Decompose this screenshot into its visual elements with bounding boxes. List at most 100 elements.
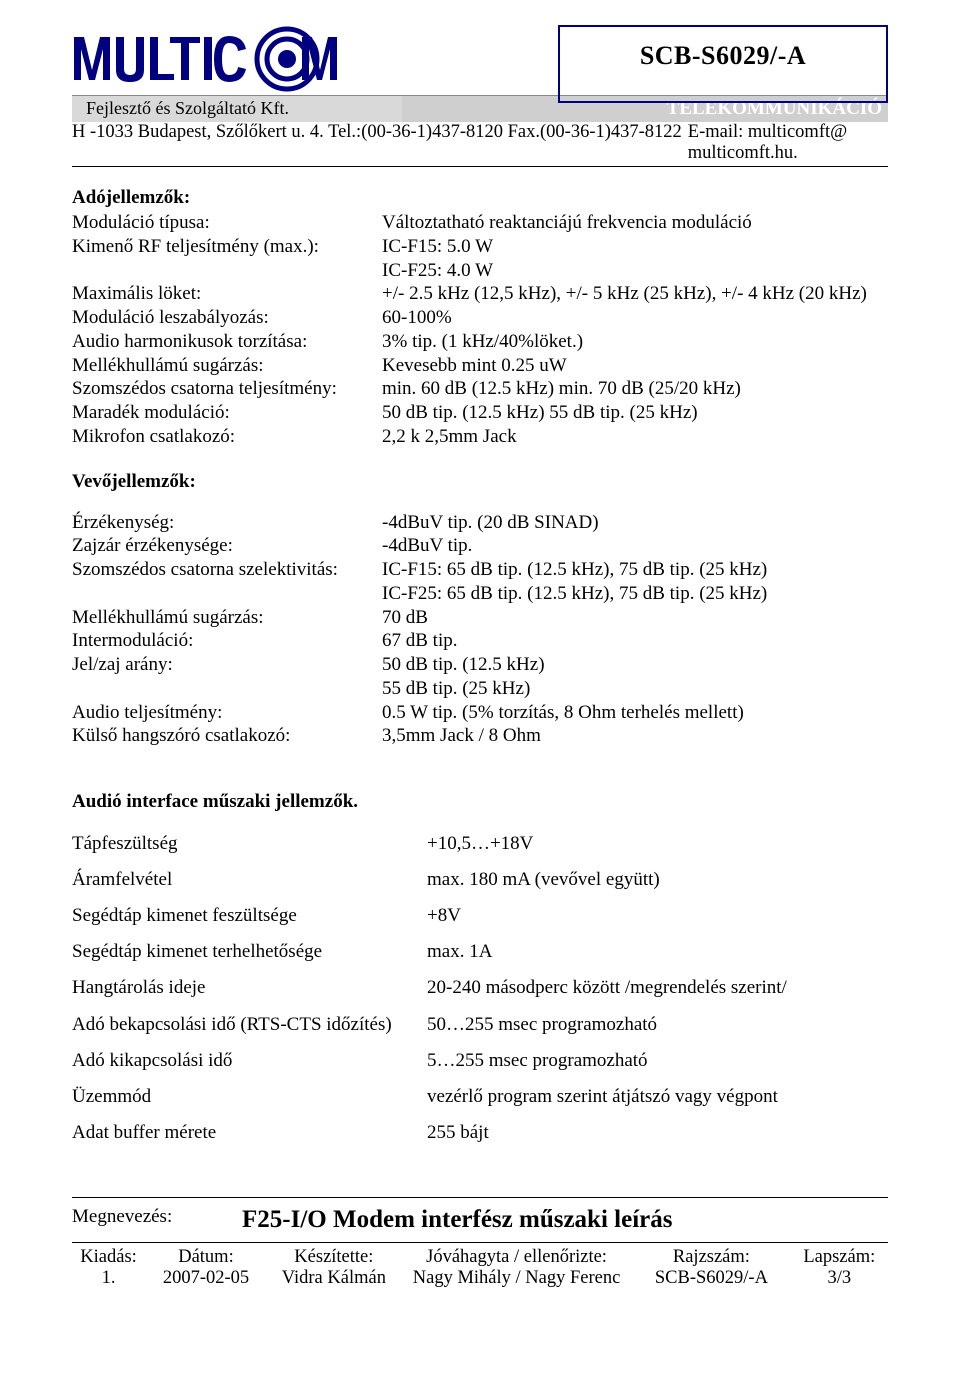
spec-value: +8V	[427, 898, 888, 934]
spec-label: Külső hangszóró csatlakozó:	[72, 724, 382, 748]
spec-label	[72, 259, 382, 283]
spec-label: Hangtárolás ideje	[72, 970, 427, 1006]
spec-label: Intermoduláció:	[72, 629, 382, 653]
spec-label: Segédtáp kimenet terhelhetősége	[72, 934, 427, 970]
spec-row: IC-F25: 4.0 W	[72, 259, 888, 283]
spec-label: Audio harmonikusok torzítása:	[72, 330, 382, 354]
spec-label: Adó bekapcsolási idő (RTS-CTS időzítés)	[72, 1007, 427, 1043]
spec-row: Jel/zaj arány:50 dB tip. (12.5 kHz)	[72, 653, 888, 677]
logo-block	[72, 25, 402, 95]
spec-label: Áramfelvétel	[72, 862, 427, 898]
spec-label	[72, 582, 382, 606]
spec-row: Mellékhullámú sugárzás:Kevesebb mint 0.2…	[72, 354, 888, 378]
spec-value: 67 dB tip.	[382, 629, 888, 653]
spec-value: -4dBuV tip. (20 dB SINAD)	[382, 511, 888, 535]
spec-value: 5…255 msec programozható	[427, 1043, 888, 1079]
spec-row: Maximális löket:+/- 2.5 kHz (12,5 kHz), …	[72, 282, 888, 306]
spec-value: IC-F25: 4.0 W	[382, 259, 888, 283]
spec-value: 0.5 W tip. (5% torzítás, 8 Ohm terhelés …	[382, 701, 888, 725]
footer-col: Készítette:Vidra Kálmán	[267, 1247, 401, 1289]
spec-row: Audio harmonikusok torzítása:3% tip. (1 …	[72, 330, 888, 354]
spec-value: 50 dB tip. (12.5 kHz) 55 dB tip. (25 kHz…	[382, 401, 888, 425]
spec-row: Érzékenység:-4dBuV tip. (20 dB SINAD)	[72, 511, 888, 535]
spec-row: Áramfelvételmax. 180 mA (vevővel együtt)	[72, 862, 888, 898]
footer-col-header: Jóváhagyta / ellenőrizte:	[401, 1247, 632, 1268]
tx-section-title: Adójellemzők:	[72, 187, 888, 209]
spec-row: Kimenő RF teljesítmény (max.):IC-F15: 5.…	[72, 235, 888, 259]
spec-label: Üzemmód	[72, 1079, 427, 1115]
spec-value: 3% tip. (1 kHz/40%löket.)	[382, 330, 888, 354]
footer-col-header: Kiadás:	[72, 1247, 145, 1268]
header-rule	[72, 166, 888, 167]
footer-title-row: Megnevezés: F25-I/O Modem interfész műsz…	[72, 1198, 888, 1242]
footer-col-header: Készítette:	[267, 1247, 401, 1268]
spec-value: IC-F15: 5.0 W	[382, 235, 888, 259]
spec-label: Érzékenység:	[72, 511, 382, 535]
footer-block: Megnevezés: F25-I/O Modem interfész műsz…	[72, 1197, 888, 1289]
spec-value: max. 1A	[427, 934, 888, 970]
spec-value: 20-240 másodperc között /megrendelés sze…	[427, 970, 888, 1006]
spec-row: Intermoduláció:67 dB tip.	[72, 629, 888, 653]
footer-col: Rajzszám:SCB-S6029/-A	[632, 1247, 790, 1289]
spec-label: Audio teljesítmény:	[72, 701, 382, 725]
spec-row: Üzemmódvezérlő program szerint átjátszó …	[72, 1079, 888, 1115]
spec-row: Adó kikapcsolási idő5…255 msec programoz…	[72, 1043, 888, 1079]
spec-label: Mellékhullámú sugárzás:	[72, 354, 382, 378]
rx-spec-grid: Érzékenység:-4dBuV tip. (20 dB SINAD)Zaj…	[72, 511, 888, 749]
spec-row: Szomszédos csatorna teljesítmény:min. 60…	[72, 377, 888, 401]
spec-row: Moduláció leszabályozás:60-100%	[72, 306, 888, 330]
tx-spec-grid: Moduláció típusa:Változtatható reaktanci…	[72, 211, 888, 449]
footer-col: Lapszám:3/3	[791, 1247, 888, 1289]
spec-value: +/- 2.5 kHz (12,5 kHz), +/- 5 kHz (25 kH…	[382, 282, 888, 306]
audio-spec-grid: Tápfeszültség+10,5…+18VÁramfelvételmax. …	[72, 826, 888, 1151]
spec-row: Tápfeszültség+10,5…+18V	[72, 826, 888, 862]
document-header: SCB-S6029/-A	[72, 25, 888, 167]
footer-col-header: Lapszám:	[791, 1247, 888, 1268]
spec-label: Zajzár érzékenysége:	[72, 534, 382, 558]
spec-row: Szomszédos csatorna szelektivitás:IC-F15…	[72, 558, 888, 582]
rx-section-title: Vevőjellemzők:	[72, 471, 888, 493]
footer-col-value: Vidra Kálmán	[267, 1268, 401, 1289]
audio-spec-section: Audió interface műszaki jellemzők. Tápfe…	[72, 784, 888, 1151]
spec-value: 70 dB	[382, 606, 888, 630]
footer-col-value: 3/3	[791, 1268, 888, 1289]
spec-row: Mikrofon csatlakozó:2,2 k 2,5mm Jack	[72, 425, 888, 449]
spec-value: +10,5…+18V	[427, 826, 888, 862]
model-number: SCB-S6029/-A	[558, 25, 888, 103]
spec-label: Jel/zaj arány:	[72, 653, 382, 677]
footer-col: Dátum:2007-02-05	[145, 1247, 267, 1289]
spec-value: 3,5mm Jack / 8 Ohm	[382, 724, 888, 748]
spec-label: Mikrofon csatlakozó:	[72, 425, 382, 449]
footer-columns: Kiadás:1.Dátum:2007-02-05Készítette:Vidr…	[72, 1243, 888, 1289]
audio-section-title: Audió interface műszaki jellemzők.	[72, 784, 888, 820]
spec-label: Szomszédos csatorna teljesítmény:	[72, 377, 382, 401]
spec-row: Hangtárolás ideje20-240 másodperc között…	[72, 970, 888, 1006]
spec-label: Adó kikapcsolási idő	[72, 1043, 427, 1079]
spec-value: 2,2 k 2,5mm Jack	[382, 425, 888, 449]
spec-value: 55 dB tip. (25 kHz)	[382, 677, 888, 701]
spec-row: Külső hangszóró csatlakozó:3,5mm Jack / …	[72, 724, 888, 748]
spec-label: Maradék moduláció:	[72, 401, 382, 425]
footer-col-value: 2007-02-05	[145, 1268, 267, 1289]
spec-row: IC-F25: 65 dB tip. (12.5 kHz), 75 dB tip…	[72, 582, 888, 606]
spec-value: Változtatható reaktanciájú frekvencia mo…	[382, 211, 888, 235]
spec-row: Audio teljesítmény:0.5 W tip. (5% torzít…	[72, 701, 888, 725]
spec-value: max. 180 mA (vevővel együtt)	[427, 862, 888, 898]
footer-col-value: Nagy Mihály / Nagy Ferenc	[401, 1268, 632, 1289]
footer-col-header: Dátum:	[145, 1247, 267, 1268]
spec-row: Adó bekapcsolási idő (RTS-CTS időzítés)5…	[72, 1007, 888, 1043]
footer-doc-title: F25-I/O Modem interfész műszaki leírás	[212, 1206, 888, 1234]
footer-col-header: Rajzszám:	[632, 1247, 790, 1268]
company-subtitle: Fejlesztő és Szolgáltató Kft.	[72, 95, 402, 122]
spec-value: 60-100%	[382, 306, 888, 330]
spec-row: Adat buffer mérete255 bájt	[72, 1115, 888, 1151]
spec-row: Zajzár érzékenysége:-4dBuV tip.	[72, 534, 888, 558]
spec-label: Moduláció típusa:	[72, 211, 382, 235]
spec-label: Segédtáp kimenet feszültsége	[72, 898, 427, 934]
multicom-logo	[72, 25, 337, 95]
spec-label: Kimenő RF teljesítmény (max.):	[72, 235, 382, 259]
spec-label: Moduláció leszabályozás:	[72, 306, 382, 330]
spec-value: min. 60 dB (12.5 kHz) min. 70 dB (25/20 …	[382, 377, 888, 401]
spec-label: Mellékhullámú sugárzás:	[72, 606, 382, 630]
spec-label	[72, 677, 382, 701]
